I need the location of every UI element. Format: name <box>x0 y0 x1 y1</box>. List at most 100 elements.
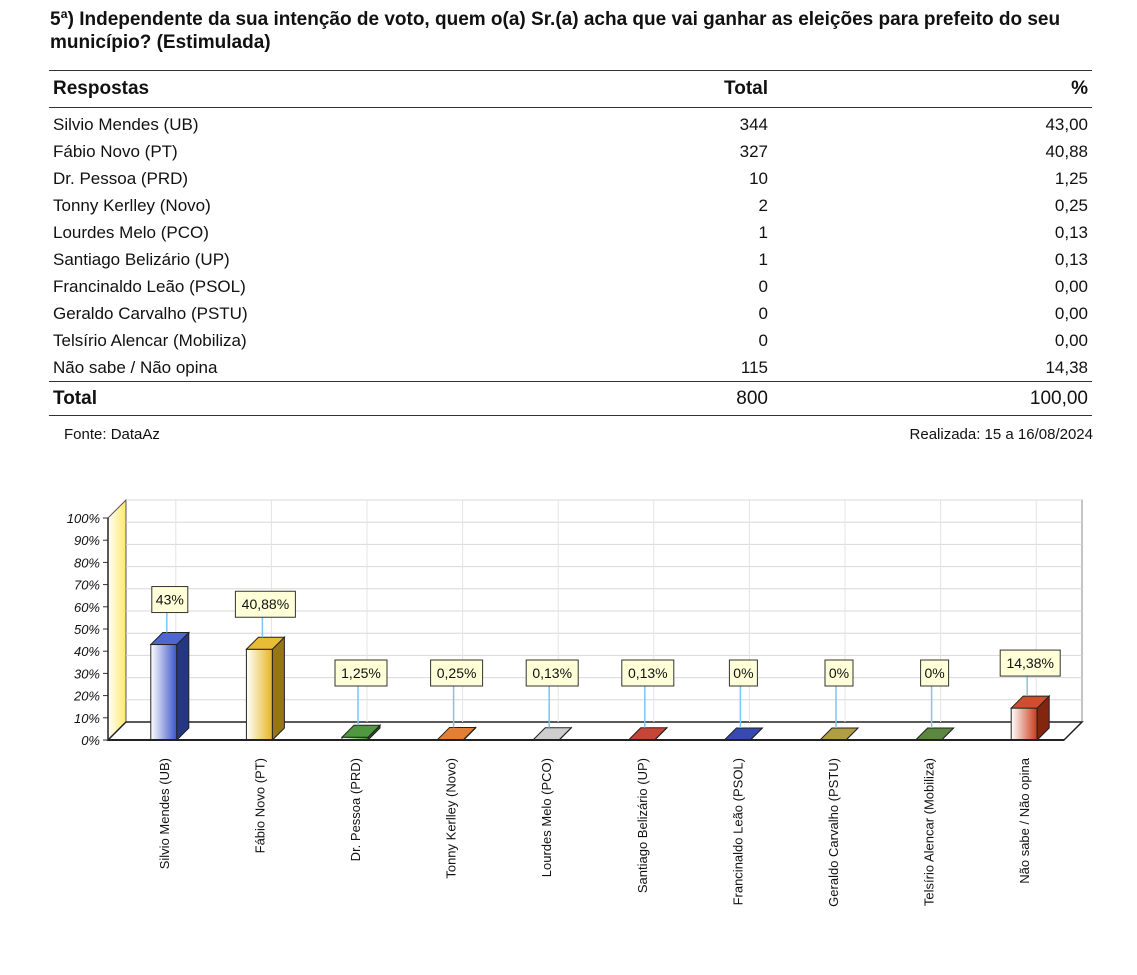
y-tick-label: 30% <box>74 666 100 681</box>
category-label: Geraldo Carvalho (PSTU) <box>826 758 841 907</box>
data-label-box <box>999 649 1061 677</box>
row-percent: 0,13 <box>1054 222 1088 242</box>
data-label: 0,25% <box>437 665 477 681</box>
source-note: Fonte: DataAz <box>64 426 160 443</box>
category-label: Dr. Pessoa (PRD) <box>348 758 363 861</box>
row-percent: 43,00 <box>1045 114 1088 134</box>
table-row: Lourdes Melo (PCO) 1 0,13 <box>49 219 1092 246</box>
total-count: 800 <box>614 381 964 416</box>
category-label: Francinaldo Leão (PSOL) <box>730 758 745 905</box>
bar-front-10 <box>1010 707 1038 741</box>
bar-top-1 <box>149 632 191 646</box>
bar-side-2 <box>271 636 285 742</box>
table-row: Silvio Mendes (UB) 344 43,00 <box>49 108 1092 139</box>
header-percent: % <box>964 70 1092 108</box>
category-label: Lourdes Melo (PCO) <box>539 758 554 877</box>
data-label: 40,88% <box>242 596 289 612</box>
row-total: 1 <box>758 222 768 242</box>
data-label: 0% <box>829 665 849 681</box>
y-tick-label: 0% <box>81 733 100 748</box>
bar-side-1 <box>176 631 190 742</box>
chart-left-wall <box>107 498 127 742</box>
row-percent: 0,00 <box>1054 303 1088 323</box>
data-label-box <box>621 659 675 687</box>
category-label: Fábio Novo (PT) <box>252 758 267 853</box>
bar-top-2 <box>245 636 286 650</box>
category-label: Santiago Belizário (UP) <box>635 758 650 893</box>
row-total: 327 <box>739 141 768 161</box>
table-row: Santiago Belizário (UP) 1 0,13 <box>49 246 1092 273</box>
data-label: 0% <box>924 665 944 681</box>
row-total: 1 <box>758 249 768 269</box>
table-row: Francinaldo Leão (PSOL) 0 0,00 <box>49 273 1092 300</box>
y-tick-label: 90% <box>74 533 100 548</box>
y-tick-label: 40% <box>74 644 100 659</box>
table-row: Dr. Pessoa (PRD) 10 1,25 <box>49 165 1092 192</box>
row-percent: 14,38 <box>1045 357 1088 377</box>
table-header-row: Respostas Total % <box>49 70 1092 108</box>
data-label-box <box>824 659 854 687</box>
data-label: 14,38% <box>1006 655 1053 671</box>
row-percent: 1,25 <box>1054 168 1088 188</box>
row-label: Tonny Kerlley (Novo) <box>53 195 211 215</box>
y-tick-label: 10% <box>74 711 100 726</box>
data-label-box <box>334 659 388 687</box>
y-tick-label: 100% <box>67 511 100 526</box>
row-percent: 0,00 <box>1054 330 1088 350</box>
row-percent: 0,00 <box>1054 276 1088 296</box>
row-label: Dr. Pessoa (PRD) <box>53 168 189 188</box>
row-percent: 40,88 <box>1045 141 1088 161</box>
category-label: Tonny Kerlley (Novo) <box>444 758 459 879</box>
table-row: Geraldo Carvalho (PSTU) 0 0,00 <box>49 300 1092 327</box>
data-label-box <box>430 659 484 687</box>
data-label-box <box>525 659 579 687</box>
y-tick-label: 20% <box>73 689 100 704</box>
row-label: Lourdes Melo (PCO) <box>53 222 209 242</box>
table-row: Telsírio Alencar (Mobiliza) 0 0,00 <box>49 327 1092 354</box>
y-tick-label: 80% <box>74 555 100 570</box>
header-respostas: Respostas <box>49 70 614 108</box>
row-label: Não sabe / Não opina <box>53 357 218 377</box>
row-total: 0 <box>758 276 768 296</box>
row-label: Santiago Belizário (UP) <box>53 249 230 269</box>
row-total: 0 <box>758 303 768 323</box>
header-total: Total <box>614 70 964 108</box>
category-label: Telsírio Alencar (Mobiliza) <box>922 758 937 906</box>
bar-top-3 <box>340 724 382 738</box>
category-label: Silvio Mendes (UB) <box>157 758 172 869</box>
row-total: 115 <box>740 357 768 377</box>
data-label-box <box>728 659 758 687</box>
row-total: 2 <box>758 195 768 215</box>
table-row: Tonny Kerlley (Novo) 2 0,25 <box>49 192 1092 219</box>
total-label: Total <box>49 381 614 416</box>
row-label: Fábio Novo (PT) <box>53 141 178 161</box>
data-label: 0,13% <box>532 665 572 681</box>
row-label: Telsírio Alencar (Mobiliza) <box>53 330 247 350</box>
bar-front-2 <box>245 648 273 741</box>
row-total: 10 <box>749 168 768 188</box>
table-total-row: Total 800 100,00 <box>49 381 1092 416</box>
data-label-box <box>234 590 296 618</box>
y-tick-label: 60% <box>74 600 100 615</box>
y-tick-label: 50% <box>74 622 100 637</box>
total-percent: 100,00 <box>964 381 1092 416</box>
bar-front-1 <box>150 644 178 741</box>
bar-top-10 <box>1009 695 1051 709</box>
data-label: 0,13% <box>628 665 668 681</box>
table-row: Fábio Novo (PT) 327 40,88 <box>49 138 1092 165</box>
category-label: Não sabe / Não opina <box>1017 757 1032 884</box>
row-label: Francinaldo Leão (PSOL) <box>53 276 246 296</box>
question-title: 5ª) Independente da sua intenção de voto… <box>50 9 1061 53</box>
data-label: 1,25% <box>341 665 381 681</box>
data-label-box <box>151 586 189 614</box>
row-total: 344 <box>739 114 768 134</box>
row-percent: 0,25 <box>1054 195 1088 215</box>
y-tick-label: 70% <box>74 578 100 593</box>
results-table: Respostas Total % Silvio Mendes (UB) 344 4… <box>49 70 1092 416</box>
data-label-box <box>920 659 950 687</box>
row-label: Geraldo Carvalho (PSTU) <box>53 303 248 323</box>
row-percent: 0,13 <box>1054 249 1088 269</box>
row-total: 0 <box>758 330 768 350</box>
table-row: Não sabe / Não opina 115 14,38 <box>49 354 1092 382</box>
